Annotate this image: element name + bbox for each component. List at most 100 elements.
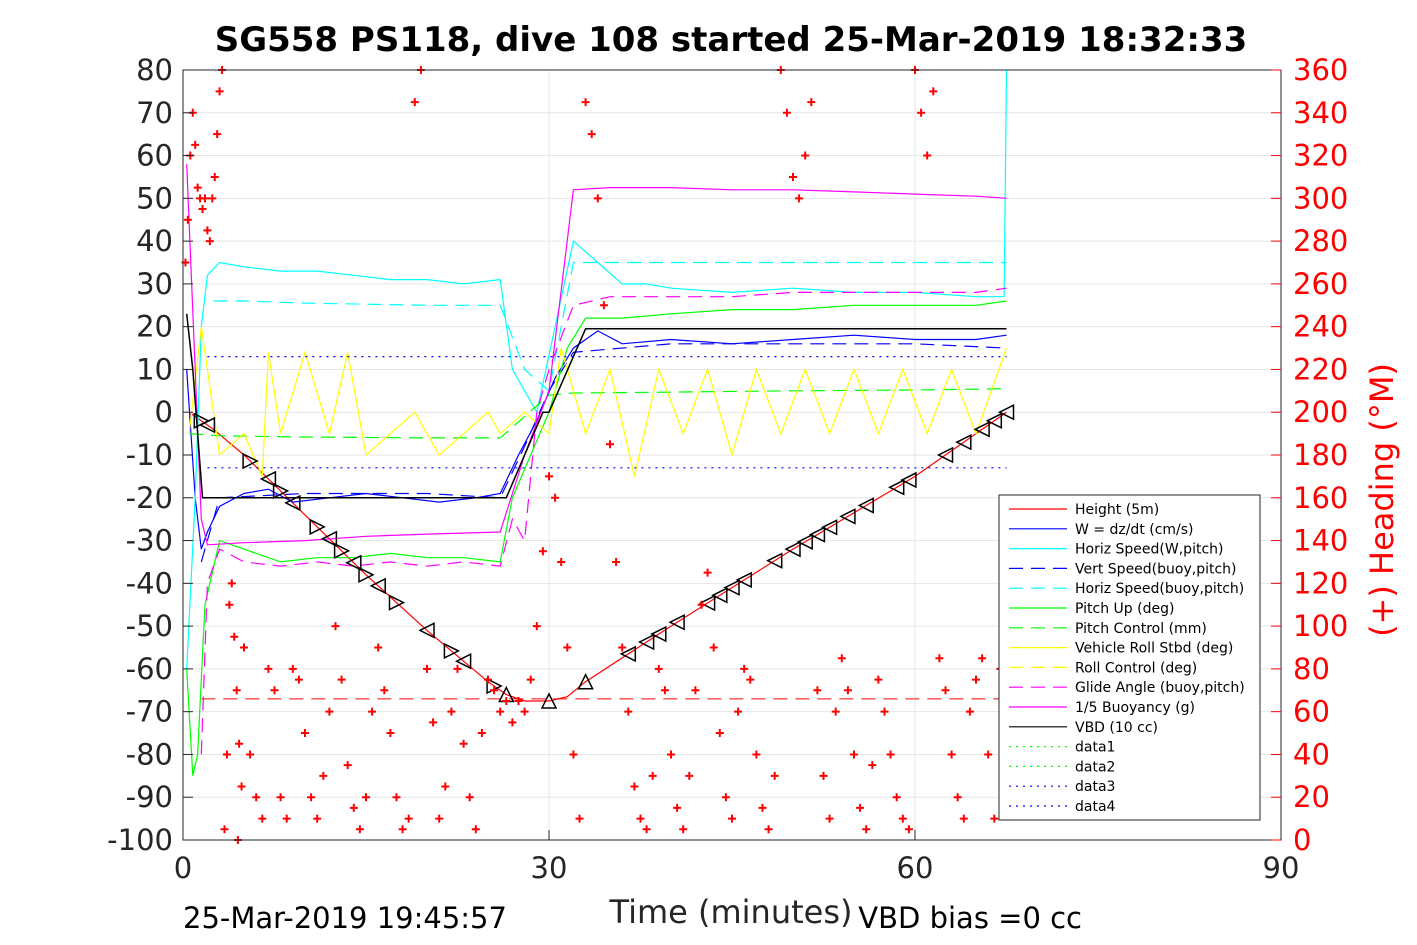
heading-marker-57 [435,814,444,823]
heading-marker-102 [709,643,718,652]
right-y-tick-label-12: 240 [1293,310,1348,344]
right-y-tick-label-13: 260 [1293,267,1348,301]
vbd-marker-descent-14 [443,642,461,660]
y-tick-label-8: -20 [126,481,173,515]
heading-marker-layer [181,66,1005,844]
heading-marker-50 [392,793,401,802]
heading-marker-25 [240,643,248,652]
heading-marker-51 [398,825,407,834]
vbd-marker-ascent-16 [900,471,917,489]
right-y-tick-label-8: 160 [1293,481,1348,515]
vbd-marker-descent-5 [284,494,301,512]
heading-marker-140 [941,686,950,695]
right-y-tick-label-11: 220 [1293,352,1348,386]
vbd-marker-ascent-18 [955,433,972,451]
heading-marker-47 [374,643,383,652]
legend-label-11: VBD (10 cc) [1075,720,1158,736]
heading-marker-109 [752,750,761,759]
heading-marker-106 [734,707,743,716]
heading-marker-73 [532,622,541,631]
heading-marker-143 [959,814,968,823]
heading-marker-30 [270,686,279,695]
heading-marker-39 [325,707,334,716]
right-y-tick-label-9: 180 [1293,438,1348,472]
heading-marker-40 [331,622,340,631]
legend: Height (5m) W = dz/dt (cm/s) Horiz Speed(W… [998,494,1261,821]
vbd-marker-descent-1 [198,416,216,434]
right-y-tick-label-6: 120 [1293,566,1348,600]
right-y-tick-label-4: 80 [1293,652,1330,686]
heading-marker-119 [813,686,822,695]
heading-marker-38 [319,771,328,780]
right-y-tick-label-14: 280 [1293,224,1348,258]
x-axis-label: Time (minutes) [609,893,853,931]
heading-marker-71 [520,707,529,716]
footer-vbd-bias: VBD bias =0 cc [858,901,1082,935]
series-line-5 [186,300,1007,776]
heading-marker-95 [667,750,675,759]
heading-marker-97 [679,825,688,834]
y-tick-label-2: -80 [126,737,173,771]
heading-marker-77 [557,557,566,566]
heading-marker-142 [953,793,962,802]
heading-marker-131 [886,750,895,759]
y-tick-label-15: 50 [136,181,173,215]
heading-marker-101 [703,568,712,577]
heading-marker-41 [337,675,346,684]
heading-marker-144 [965,707,974,716]
legend-label-2: Horiz Speed(W,pitch) [1075,542,1223,558]
x-axis: 0 30 60 90 [174,830,1299,885]
heading-marker-104 [721,793,730,802]
vbd-marker-descent-3 [259,470,277,488]
heading-marker-52 [404,814,413,823]
right-y-tick-label-17: 340 [1293,96,1348,130]
heading-marker-90 [636,814,645,823]
y-tick-label-10: 0 [155,395,173,429]
heading-marker-13 [213,130,222,139]
heading-marker-108 [746,675,755,684]
series-line-2 [186,69,1008,669]
heading-marker-147 [984,750,993,759]
heading-marker-42 [343,761,352,770]
heading-marker-4 [191,140,200,149]
heading-marker-123 [837,654,846,663]
series-line-1 [186,330,1007,550]
legend-label-0: Height (5m) [1075,502,1159,518]
legend-label-5: Pitch Up (deg) [1075,601,1174,617]
heading-marker-128 [868,761,877,770]
heading-marker-59 [447,707,456,716]
heading-marker-8 [200,194,209,203]
heading-marker-94 [660,686,669,695]
heading-marker-7 [198,205,207,214]
heading-marker-133 [898,814,907,823]
y-tick-label-16: 60 [136,139,173,173]
vbd-marker-descent-6 [309,518,326,536]
right-y-tick-label-10: 200 [1293,395,1348,429]
heading-marker-124 [843,686,852,695]
heading-marker-75 [545,472,553,481]
vbd-marker-ascent-4 [698,594,716,612]
series-line-4 [213,261,1007,392]
right-y-tick-label-18: 360 [1293,53,1348,87]
heading-marker-120 [819,771,828,780]
series-line-3 [200,343,1007,563]
heading-marker-122 [831,707,840,716]
heading-marker-138 [929,87,938,96]
heading-marker-10 [205,237,214,246]
heading-marker-148 [990,814,999,823]
legend-label-4: Horiz Speed(buoy,pitch) [1075,581,1244,597]
y-tick-label-5: -50 [126,609,173,643]
heading-marker-121 [825,814,834,823]
series-layer [185,69,1008,776]
vbd-marker-descent-7 [320,530,338,548]
heading-marker-74 [538,547,547,556]
heading-marker-69 [508,718,517,727]
heading-marker-1 [183,215,192,224]
heading-marker-87 [618,643,627,652]
heading-marker-32 [282,814,291,823]
y-tick-label-7: -30 [126,524,173,558]
series-line-6 [189,388,1007,439]
heading-marker-114 [782,108,791,117]
y-tick-label-12: 20 [136,310,173,344]
